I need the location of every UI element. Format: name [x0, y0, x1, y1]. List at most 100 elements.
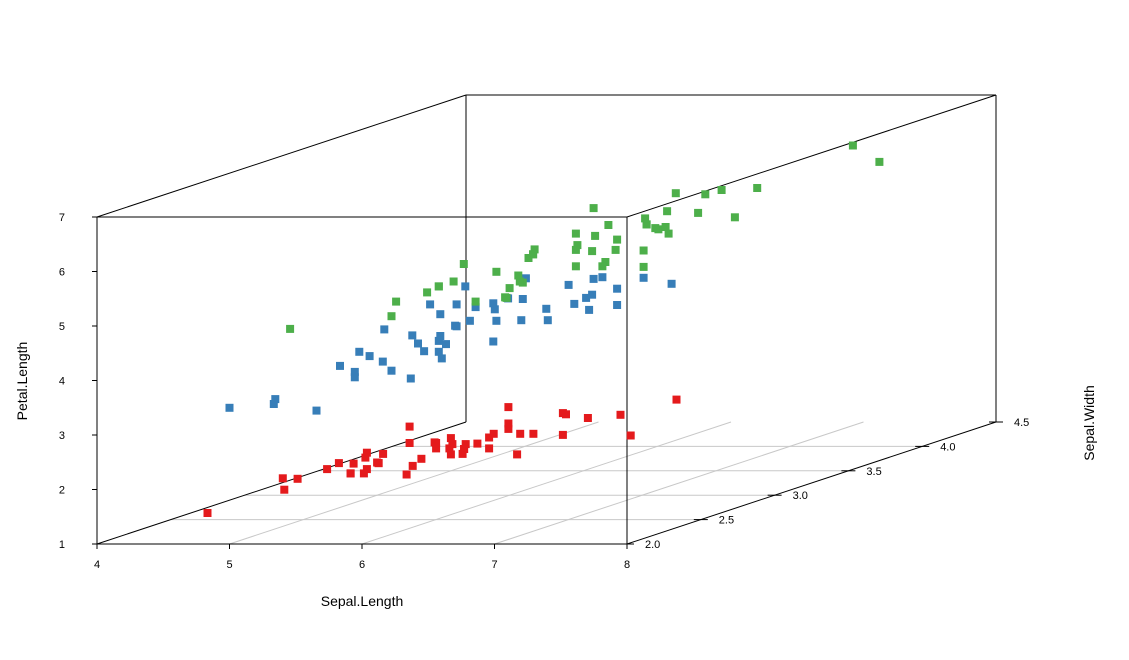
- point-s0-37: [448, 440, 457, 449]
- point-s0-6: [379, 449, 388, 458]
- point-s1-3: [336, 361, 344, 370]
- point-s2-18: [671, 189, 680, 198]
- point-s1-26: [582, 293, 591, 302]
- grid-line-x-2: [361, 421, 732, 545]
- point-s1-30: [350, 367, 359, 376]
- point-s0-31: [485, 444, 494, 453]
- point-s1-8: [570, 299, 579, 308]
- point-s2-32: [529, 250, 538, 259]
- data-points: [203, 141, 884, 517]
- point-s2-47: [571, 262, 580, 271]
- point-s2-23: [501, 293, 510, 302]
- point-s2-30: [661, 223, 670, 231]
- floor-grid: [170, 421, 923, 545]
- point-s1-43: [269, 400, 278, 408]
- point-s1-27: [598, 273, 607, 282]
- point-s2-17: [848, 141, 857, 150]
- point-s0-48: [516, 429, 525, 438]
- point-s0-44: [504, 403, 513, 412]
- point-s2-21: [423, 288, 432, 297]
- point-s1-45: [465, 316, 474, 325]
- point-s2-19: [387, 312, 396, 321]
- z-tick-label-0: 1: [59, 539, 65, 551]
- point-s1-20: [521, 274, 530, 283]
- point-s1-44: [408, 331, 417, 340]
- y-tick-label-0: 2.0: [645, 539, 660, 551]
- point-s1-12: [387, 366, 396, 375]
- point-s1-10: [225, 403, 234, 412]
- point-s0-10: [529, 429, 538, 438]
- box-edge-top-left-depth: [96, 94, 467, 218]
- point-s0-38: [293, 474, 302, 483]
- point-s1-22: [471, 303, 480, 312]
- point-s2-10: [601, 258, 610, 266]
- point-s2-7: [663, 207, 672, 216]
- point-s1-32: [434, 347, 443, 356]
- box-edge-bottom-left-depth: [96, 421, 467, 545]
- point-s1-24: [543, 316, 552, 325]
- point-s2-45: [598, 262, 607, 271]
- point-s2-36: [604, 221, 613, 229]
- point-s2-15: [588, 247, 597, 256]
- point-s1-47: [517, 316, 526, 325]
- point-s0-29: [362, 448, 371, 457]
- point-s2-14: [449, 277, 458, 286]
- point-s2-12: [611, 245, 620, 254]
- point-s1-37: [442, 340, 450, 349]
- point-s2-42: [434, 282, 443, 291]
- point-s0-35: [402, 470, 411, 479]
- point-s2-44: [642, 220, 651, 229]
- point-s0-25: [373, 458, 382, 467]
- point-s1-25: [585, 305, 594, 314]
- point-s2-34: [459, 260, 468, 268]
- point-s1-2: [639, 273, 648, 282]
- point-s1-18: [414, 339, 422, 348]
- point-s1-6: [589, 274, 598, 283]
- point-s1-19: [378, 357, 387, 366]
- point-s1-36: [613, 284, 622, 293]
- x-tick-label-1: 5: [226, 559, 232, 571]
- point-s0-5: [558, 409, 567, 418]
- grid-line-x-3: [494, 421, 864, 545]
- x-axis-label: Sepal.Length: [321, 593, 404, 609]
- point-s0-11: [405, 439, 414, 447]
- point-s2-46: [471, 297, 480, 306]
- point-s0-1: [359, 469, 368, 478]
- point-s1-41: [518, 295, 527, 303]
- x-tick-label-3: 7: [491, 559, 497, 571]
- x-tick-label-2: 6: [359, 559, 365, 571]
- point-s2-40: [613, 235, 622, 244]
- point-s1-5: [436, 310, 445, 319]
- point-s2-5: [717, 186, 726, 194]
- point-s0-45: [346, 469, 355, 478]
- point-s2-16: [571, 245, 580, 254]
- x-tick-label-4: 8: [624, 559, 630, 571]
- point-s2-0: [589, 204, 598, 213]
- point-s2-9: [753, 184, 762, 192]
- y-tick-label-2: 3.0: [793, 490, 808, 502]
- z-tick-label-1: 2: [59, 485, 65, 497]
- point-s1-40: [380, 325, 389, 334]
- point-s0-36: [513, 450, 522, 459]
- point-s2-37: [573, 241, 582, 250]
- z-tick-label-6: 7: [59, 212, 65, 224]
- z-tick-label-3: 4: [59, 376, 65, 388]
- point-s1-21: [489, 337, 498, 346]
- point-s2-41: [639, 262, 648, 271]
- point-s0-8: [278, 474, 287, 483]
- point-s2-49: [492, 267, 501, 276]
- point-s0-16: [558, 430, 567, 439]
- point-s2-38: [505, 284, 514, 293]
- point-s2-3: [530, 245, 539, 254]
- point-s1-28: [490, 305, 499, 314]
- y-tick-label-4: 4.0: [940, 441, 955, 453]
- y-tick-label-5: 4.5: [1014, 417, 1029, 429]
- point-s1-7: [271, 395, 280, 404]
- y-tick-label-1: 2.5: [719, 515, 734, 527]
- point-s0-3: [334, 459, 343, 468]
- point-s1-34: [426, 300, 435, 309]
- point-s1-39: [365, 352, 374, 361]
- point-s0-17: [460, 445, 469, 453]
- point-s0-15: [672, 395, 681, 404]
